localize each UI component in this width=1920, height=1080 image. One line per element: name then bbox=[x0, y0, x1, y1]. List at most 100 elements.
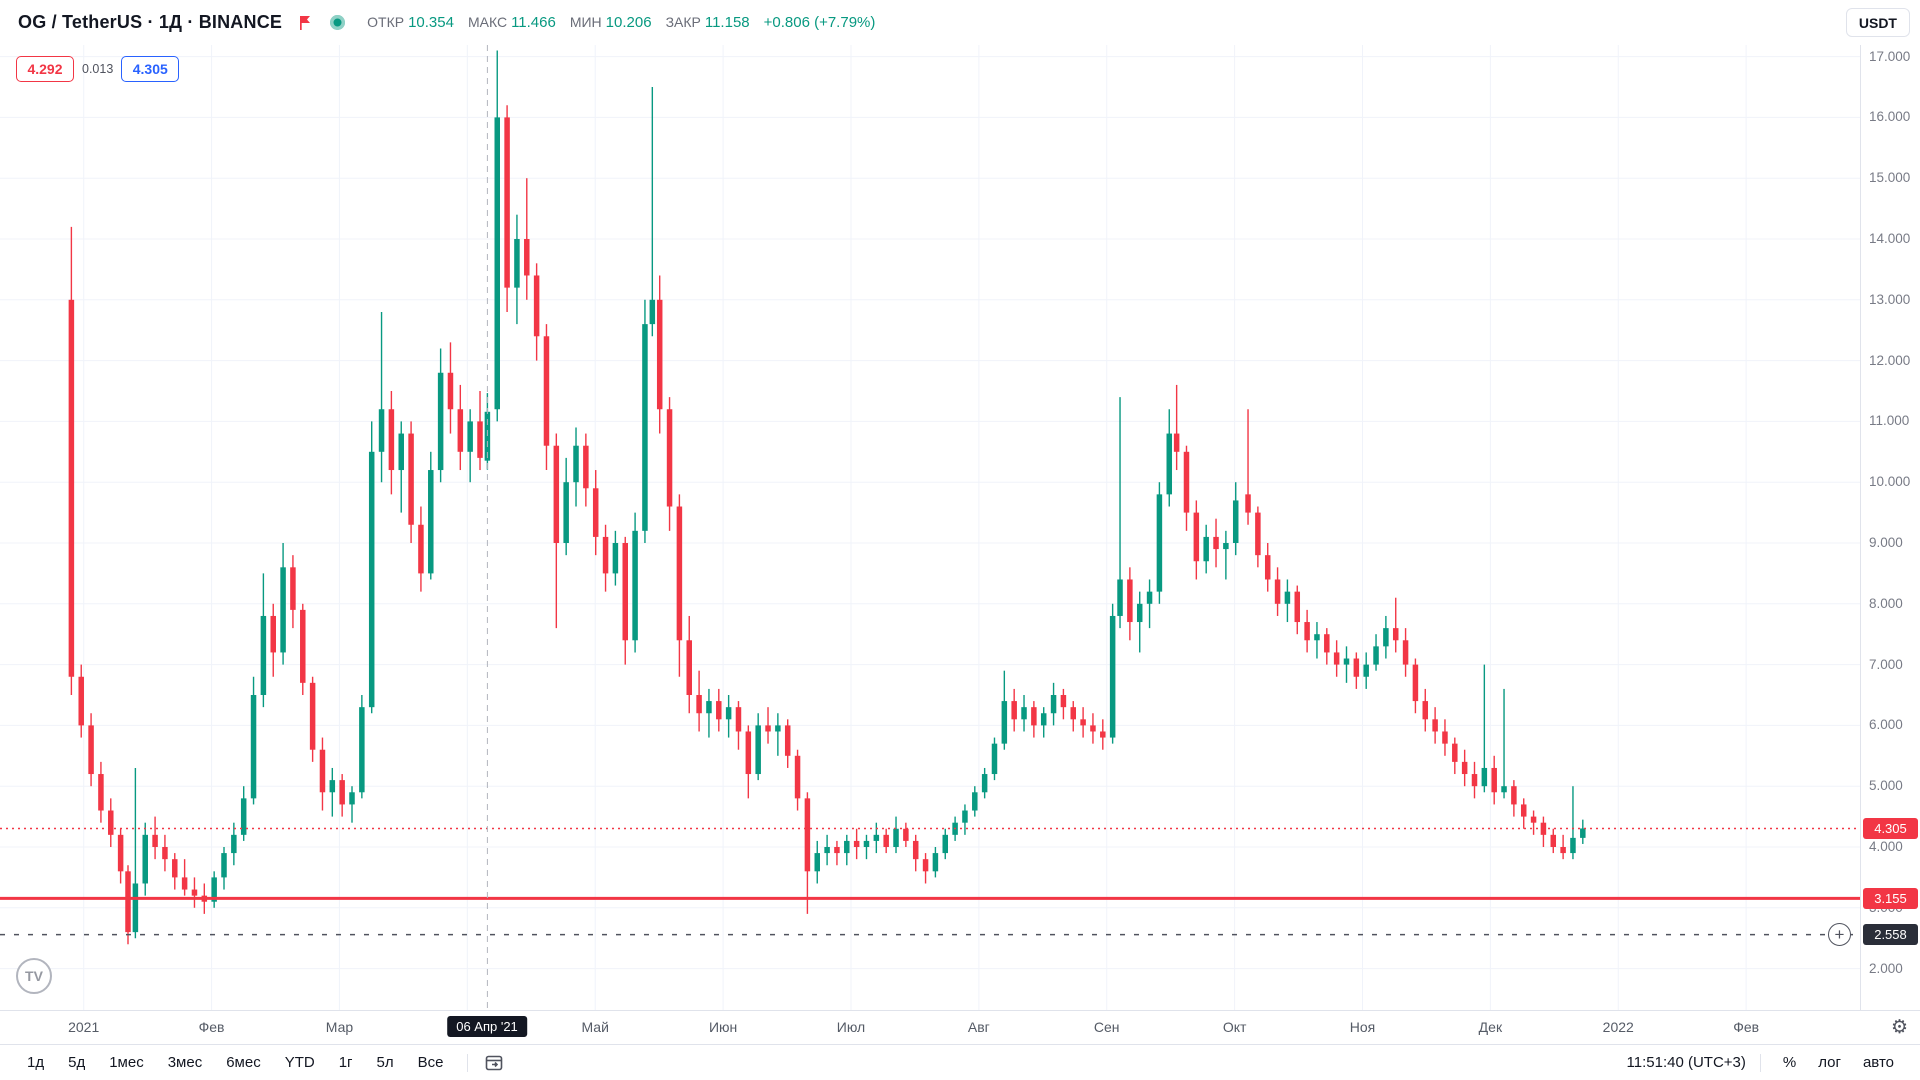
range-button-все[interactable]: Все bbox=[409, 1050, 453, 1075]
candle-body bbox=[696, 695, 702, 714]
price-tick-label: 17.000 bbox=[1869, 48, 1911, 64]
candle-body bbox=[231, 834, 237, 854]
candle-body bbox=[533, 275, 540, 337]
candle-body bbox=[309, 682, 316, 750]
candle-body bbox=[240, 798, 247, 835]
candle-body bbox=[457, 409, 464, 452]
add-alert-plus-button[interactable]: + bbox=[1828, 923, 1851, 947]
range-button-ytd[interactable]: YTD bbox=[276, 1050, 324, 1075]
candle-body bbox=[1333, 652, 1340, 665]
candle-body bbox=[319, 749, 326, 793]
candle-body bbox=[1452, 743, 1458, 762]
candle-body bbox=[1109, 615, 1116, 738]
time-tick-label: Окт bbox=[1222, 1019, 1247, 1035]
candle-body bbox=[932, 853, 939, 872]
price-axis[interactable]: 17.000 16.000 15.000 14.000 13.000 12.000 11.0… bbox=[1860, 45, 1920, 1010]
candle-body bbox=[602, 536, 609, 574]
candle-body bbox=[922, 859, 929, 872]
header: OG / TetherUS · 1Д · BINANCE ОТКР 10.354 … bbox=[0, 0, 1920, 45]
currency-button[interactable]: USDT bbox=[1845, 8, 1910, 37]
candle-body bbox=[494, 117, 500, 410]
candle-body bbox=[349, 792, 355, 805]
candle-body bbox=[1264, 555, 1271, 580]
candle-body bbox=[755, 725, 761, 775]
close-value: 11.158 bbox=[704, 14, 750, 31]
flag-icon[interactable] bbox=[296, 14, 314, 32]
trade-panel: 4.292 0.013 4.305 bbox=[16, 56, 180, 82]
range-button-1г[interactable]: 1г bbox=[330, 1050, 362, 1075]
candle-body bbox=[592, 488, 599, 537]
candle-body bbox=[622, 543, 628, 641]
candle-body bbox=[814, 853, 821, 872]
candle-body bbox=[1232, 500, 1239, 543]
crosshair-date-badge: 06 Апр '21 bbox=[447, 1016, 527, 1037]
candle-body bbox=[98, 774, 104, 811]
candle-body bbox=[991, 743, 998, 775]
candle-body bbox=[794, 755, 801, 799]
candle-body bbox=[1127, 579, 1133, 623]
range-button-5д[interactable]: 5д bbox=[59, 1050, 94, 1075]
range-button-1д[interactable]: 1д bbox=[18, 1050, 53, 1075]
candle-body bbox=[1392, 628, 1399, 641]
candle-body bbox=[1570, 837, 1576, 854]
log-scale-button[interactable]: лог bbox=[1810, 1050, 1849, 1075]
candle-body bbox=[142, 834, 148, 884]
candle-body bbox=[1471, 774, 1478, 787]
candle-body bbox=[172, 859, 178, 878]
range-button-1мес[interactable]: 1мес bbox=[100, 1050, 153, 1075]
goto-date-calendar-icon[interactable] bbox=[482, 1051, 506, 1075]
candle-body bbox=[834, 847, 840, 854]
candle-body bbox=[632, 530, 638, 641]
candle-body bbox=[1011, 701, 1017, 720]
candle-body bbox=[211, 877, 217, 902]
candle-body bbox=[152, 834, 158, 847]
close-label: ЗАКР bbox=[665, 14, 701, 30]
price-badge: 4.305 bbox=[1863, 817, 1918, 839]
percent-scale-button[interactable]: % bbox=[1775, 1050, 1804, 1075]
candle-body bbox=[78, 676, 84, 726]
high-value: 11.466 bbox=[511, 14, 556, 31]
buy-button[interactable]: 4.305 bbox=[121, 56, 180, 82]
candle-body bbox=[117, 834, 124, 872]
candle-body bbox=[260, 615, 267, 695]
auto-scale-button[interactable]: авто bbox=[1855, 1050, 1902, 1075]
toolbar-divider bbox=[466, 1053, 468, 1072]
low-value: 10.206 bbox=[605, 14, 652, 31]
candle-body bbox=[725, 707, 732, 720]
candle-body bbox=[1442, 731, 1448, 744]
price-tick-label: 4.000 bbox=[1869, 839, 1903, 854]
candle-body bbox=[477, 421, 483, 458]
candle-body bbox=[1255, 512, 1261, 556]
candle-body bbox=[656, 299, 663, 410]
candle-body bbox=[181, 877, 188, 890]
candle-body bbox=[125, 871, 131, 933]
candle-body bbox=[1520, 804, 1527, 817]
time-tick-label: Июн bbox=[708, 1019, 738, 1035]
range-button-6мес[interactable]: 6мес bbox=[217, 1050, 270, 1075]
sell-button[interactable]: 4.292 bbox=[16, 56, 74, 82]
market-status-icon bbox=[330, 15, 346, 30]
candle-body bbox=[1363, 664, 1369, 677]
candle-body bbox=[132, 883, 139, 933]
candle-body bbox=[398, 433, 404, 471]
candle-body bbox=[1213, 536, 1219, 550]
settings-gear-icon[interactable]: ⚙ bbox=[1890, 1017, 1908, 1038]
range-button-3мес[interactable]: 3мес bbox=[159, 1050, 212, 1075]
time-tick-label: Дек bbox=[1478, 1019, 1503, 1035]
candle-body bbox=[863, 840, 870, 847]
symbol-title[interactable]: OG / TetherUS · 1Д · BINANCE bbox=[18, 12, 283, 32]
price-chart[interactable] bbox=[0, 45, 1860, 1010]
candle-body bbox=[418, 524, 424, 574]
time-tick-label: 2022 bbox=[1602, 1019, 1634, 1035]
candle-body bbox=[1183, 451, 1190, 513]
candle-body bbox=[191, 889, 198, 896]
range-button-5л[interactable]: 5л bbox=[368, 1050, 403, 1075]
clock-label[interactable]: 11:51:40 (UTC+3) bbox=[1626, 1054, 1746, 1071]
tradingview-logo[interactable]: TV bbox=[16, 958, 52, 994]
time-tick-label: Май bbox=[581, 1019, 609, 1035]
candle-body bbox=[447, 372, 454, 410]
bottom-toolbar: 1д 5д 1мес 3мес 6мес YTD 1г 5л Все 11:51:40 (UTC… bbox=[0, 1044, 1920, 1080]
time-axis[interactable]: 06 Апр '21 ⚙ 2021ФевМарАпрМайИюнИюлАвгСе… bbox=[0, 1010, 1920, 1044]
candle-body bbox=[368, 451, 375, 708]
